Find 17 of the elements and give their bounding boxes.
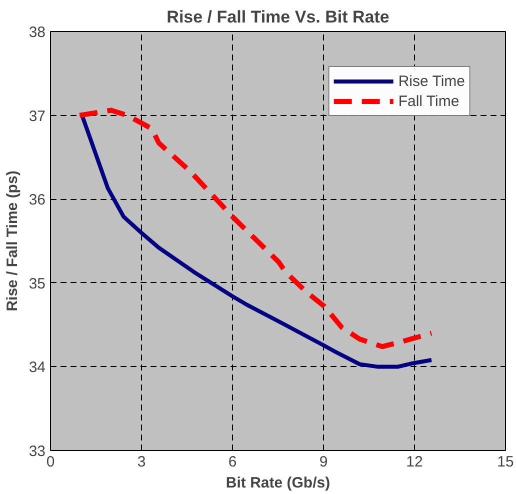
legend-label: Rise Time: [398, 72, 465, 90]
y-axis-title: Rise / Fall Time (ps): [4, 170, 21, 312]
y-tick-label: 33: [28, 443, 46, 460]
y-tick-label: 35: [28, 275, 46, 292]
x-tick-label: 3: [137, 454, 146, 470]
y-tick-label: 36: [28, 192, 46, 209]
chart-title: Rise / Fall Time Vs. Bit Rate: [166, 8, 390, 26]
x-tick-label: 0: [46, 454, 55, 470]
x-tick-label: 9: [319, 454, 328, 470]
y-tick-label: 37: [28, 108, 46, 125]
x-tick-label: 12: [406, 454, 423, 470]
y-tick-label: 34: [28, 359, 46, 376]
x-tick-label: 6: [228, 454, 237, 470]
x-axis-title: Bit Rate (Gb/s): [226, 474, 330, 492]
x-tick-label: 15: [497, 454, 514, 470]
y-tick-label: 38: [28, 24, 46, 41]
legend-label: Fall Time: [398, 92, 460, 110]
